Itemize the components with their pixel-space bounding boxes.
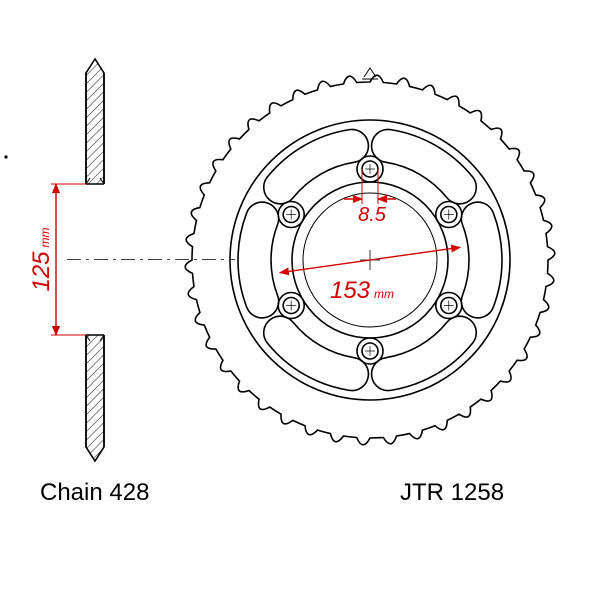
dot-mark [4, 155, 7, 158]
lightening-slot [372, 129, 477, 203]
dim-bolt-circle-label: 153mm [330, 277, 394, 304]
dim-inner-diameter-label: 125mm [28, 227, 55, 291]
lightening-slot [461, 202, 502, 318]
lightening-slot [238, 202, 279, 318]
chain-label: Chain 428 [40, 479, 149, 506]
svg-text:153mm: 153mm [330, 277, 394, 304]
svg-text:125mm: 125mm [28, 227, 55, 291]
part-number-label: JTR 1258 [400, 479, 504, 506]
lightening-slot [264, 316, 369, 390]
dim-bolt-hole-label: 8.5 [358, 204, 387, 226]
lightening-slot [372, 316, 477, 390]
lightening-slot [264, 129, 369, 203]
